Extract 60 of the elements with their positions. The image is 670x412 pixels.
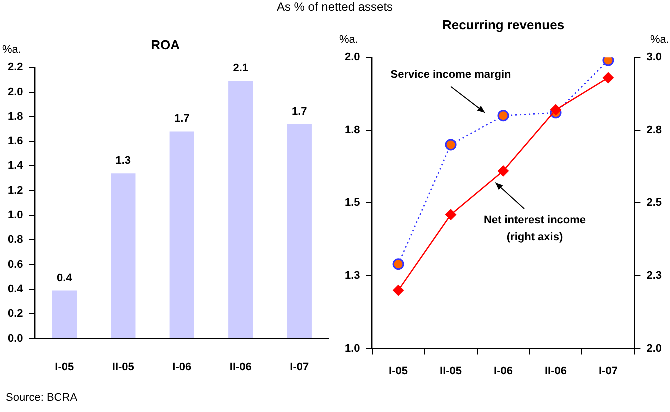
y-tick-label: 1.4: [8, 160, 24, 172]
chart-title: ROA: [151, 37, 181, 52]
x-tick-label: I-07: [598, 365, 618, 378]
y-tick-label: 0.0: [8, 332, 24, 345]
x-tick-label: I-05: [389, 365, 408, 378]
y-tick-label: 2.2: [8, 62, 24, 74]
y2-tick-label: 2.0: [646, 342, 662, 355]
y-tick-label: 0.8: [8, 234, 24, 246]
x-tick-label: II-05: [440, 365, 462, 378]
point: [445, 139, 457, 151]
chart-title: Recurring revenues: [442, 17, 565, 32]
point: [550, 104, 562, 116]
point: [602, 72, 614, 84]
x-tick-label: I-06: [494, 365, 513, 378]
point: [498, 166, 509, 177]
point: [446, 209, 457, 220]
chart-subtitle: As % of netted assets: [276, 0, 394, 14]
bar: [52, 290, 77, 338]
y2-tick-label: 2.8: [646, 124, 662, 136]
y2-tick-label: 2.5: [646, 197, 662, 210]
data-label: 1.7: [292, 106, 308, 118]
y-tick-label: 1.8: [8, 110, 24, 123]
x-tick-label: II-06: [230, 361, 252, 374]
y-tick-label: 1.3: [344, 270, 360, 282]
point: [602, 58, 614, 66]
data-label: 1.7: [174, 113, 190, 126]
y-tick-label: 2.0: [8, 86, 24, 98]
x-tick-label: II-05: [112, 361, 134, 374]
bar: [287, 124, 312, 338]
y-tick-label: 1.2: [8, 184, 24, 197]
y2-tick-label: 2.3: [646, 270, 662, 282]
y-tick-label: 1.6: [8, 136, 24, 148]
y-axis-title: %a.: [340, 34, 358, 46]
y2-tick-label: 3.0: [646, 52, 662, 64]
point: [393, 285, 404, 296]
y-tick-label: 2.0: [344, 52, 360, 64]
x-tick-label: II-06: [544, 365, 567, 378]
y2-axis-title: %a.: [650, 34, 670, 46]
data-label: 1.3: [116, 155, 132, 168]
bar: [228, 81, 254, 338]
text: Service income margin: [390, 69, 512, 82]
x-tick-label: I-05: [55, 361, 74, 374]
y-tick-label: 1.5: [344, 197, 360, 210]
y-tick-label: 1.8: [344, 124, 360, 136]
y-tick-label: 0.2: [8, 308, 24, 320]
point: [498, 110, 510, 122]
source-note: Source: BCRA: [6, 392, 78, 404]
bar: [111, 174, 136, 338]
y-axis-title: %a.: [2, 44, 22, 56]
y-tick-label: 1.0: [8, 210, 24, 222]
y-tick-label: 0.4: [8, 284, 24, 296]
series-label: Net interest income (right axis): [484, 214, 586, 244]
data-label: 2.1: [233, 62, 249, 75]
bar: [170, 132, 194, 338]
point: [392, 258, 404, 270]
x-tick-label: I-06: [172, 361, 192, 374]
data-label: 0.4: [57, 272, 74, 284]
x-tick-label: I-07: [290, 361, 310, 374]
y-tick-label: 0.6: [8, 258, 24, 271]
y-tick-label: 1.0: [344, 342, 360, 355]
